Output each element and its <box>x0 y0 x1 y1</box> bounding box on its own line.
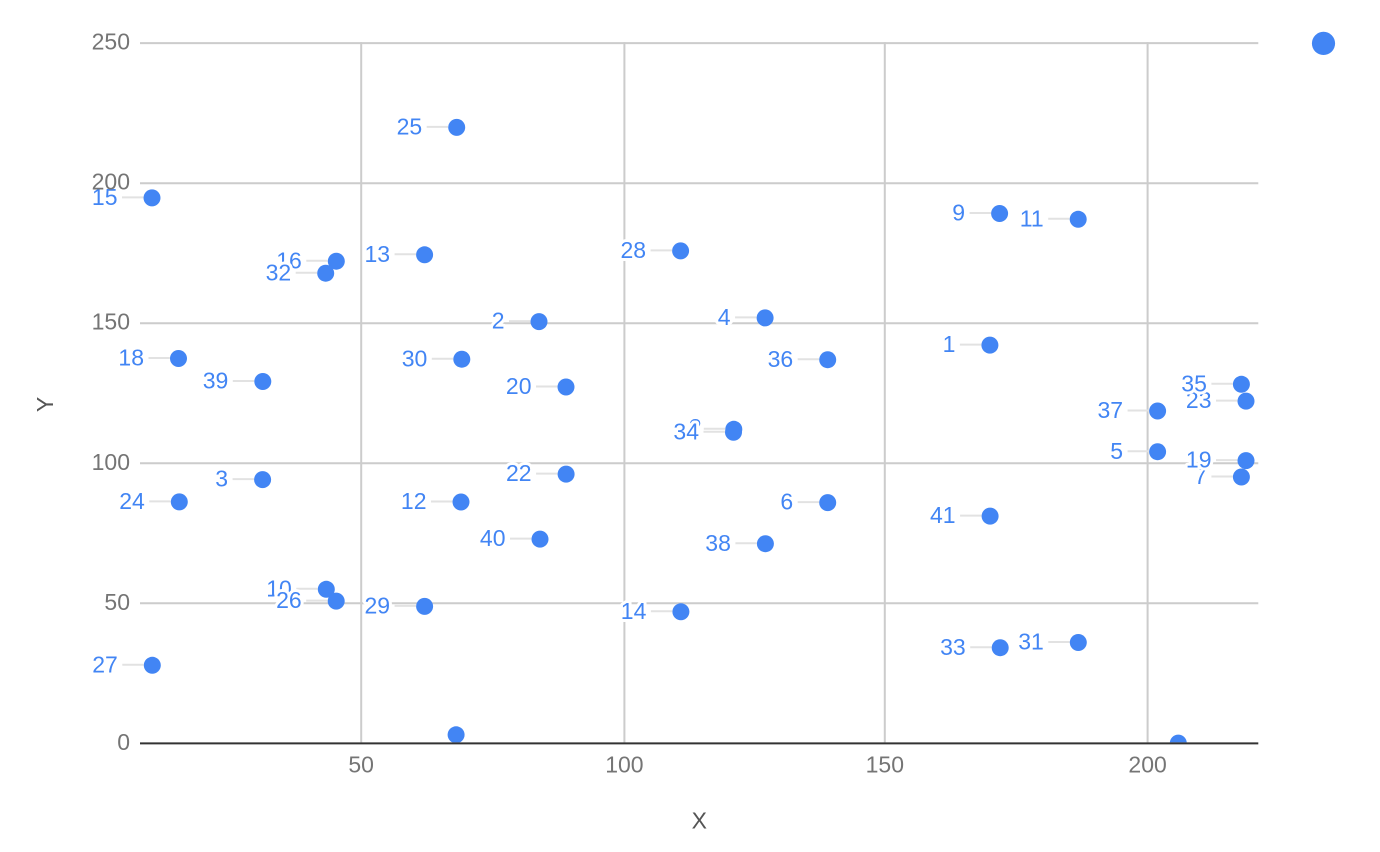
svg-text:6: 6 <box>780 489 793 515</box>
svg-text:37: 37 <box>1098 397 1124 423</box>
svg-text:Y: Y <box>32 397 58 412</box>
svg-text:50: 50 <box>348 752 374 778</box>
svg-text:24: 24 <box>119 488 145 514</box>
svg-text:3: 3 <box>215 466 228 492</box>
svg-text:2: 2 <box>492 308 505 334</box>
svg-text:31: 31 <box>1018 629 1044 655</box>
svg-text:30: 30 <box>402 345 428 371</box>
svg-text:15: 15 <box>92 184 118 210</box>
svg-text:26: 26 <box>276 587 302 613</box>
svg-text:13: 13 <box>365 241 391 267</box>
svg-text:250: 250 <box>92 29 130 55</box>
svg-text:19: 19 <box>1186 447 1212 473</box>
svg-text:200: 200 <box>1128 752 1166 778</box>
svg-text:34: 34 <box>673 418 699 444</box>
svg-text:7: 7 <box>1194 463 1207 489</box>
svg-text:18: 18 <box>118 345 144 371</box>
svg-text:14: 14 <box>621 598 647 624</box>
svg-text:4: 4 <box>718 304 731 330</box>
svg-text:32: 32 <box>266 259 292 285</box>
svg-text:27: 27 <box>92 651 118 677</box>
svg-text:200: 200 <box>92 169 130 195</box>
svg-text:39: 39 <box>203 368 229 394</box>
svg-text:50: 50 <box>104 589 130 615</box>
svg-text:40: 40 <box>480 525 506 551</box>
svg-text:41: 41 <box>930 502 956 528</box>
svg-text:11: 11 <box>1020 205 1044 231</box>
svg-text:X: X <box>692 808 707 834</box>
svg-text:20: 20 <box>506 373 532 399</box>
svg-text:150: 150 <box>92 309 130 335</box>
svg-text:29: 29 <box>365 593 391 619</box>
svg-text:38: 38 <box>705 530 731 556</box>
svg-text:150: 150 <box>866 752 904 778</box>
svg-text:2: 2 <box>689 414 702 440</box>
svg-text:5: 5 <box>1110 438 1123 464</box>
svg-text:36: 36 <box>768 346 794 372</box>
svg-text:35: 35 <box>1181 370 1207 396</box>
svg-text:28: 28 <box>621 237 647 263</box>
svg-text:25: 25 <box>397 114 423 140</box>
svg-text:23: 23 <box>1186 387 1212 413</box>
svg-text:9: 9 <box>952 200 965 226</box>
svg-text:10: 10 <box>266 575 292 601</box>
svg-text:100: 100 <box>92 449 130 475</box>
svg-text:0: 0 <box>117 729 130 755</box>
svg-text:12: 12 <box>401 488 427 514</box>
svg-text:33: 33 <box>940 634 966 660</box>
svg-text:16: 16 <box>276 247 302 273</box>
svg-text:22: 22 <box>506 460 532 486</box>
svg-text:100: 100 <box>605 752 643 778</box>
svg-text:1: 1 <box>943 331 956 357</box>
